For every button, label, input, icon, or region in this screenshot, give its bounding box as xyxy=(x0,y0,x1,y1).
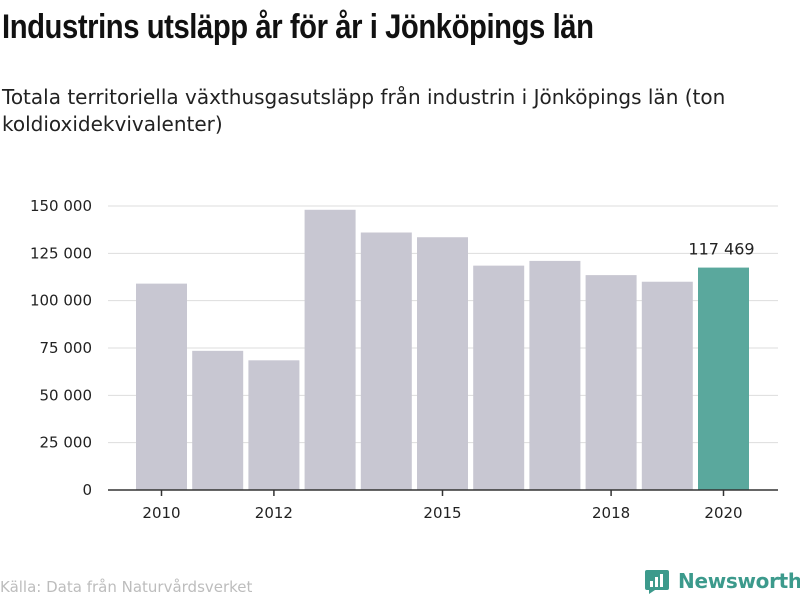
y-tick-label: 150 000 xyxy=(30,197,92,215)
data-labels: 117 469 xyxy=(688,240,754,259)
bar-2010[interactable] xyxy=(136,283,187,490)
x-tick-label: 2015 xyxy=(423,504,461,522)
y-tick-label: 75 000 xyxy=(40,339,93,357)
bar-2014[interactable] xyxy=(360,232,412,491)
bar-2013[interactable] xyxy=(304,209,356,490)
y-tick-label: 125 000 xyxy=(30,244,92,262)
bar-2020[interactable] xyxy=(698,267,749,490)
bar-2017[interactable] xyxy=(529,260,581,490)
bar-2012[interactable] xyxy=(248,360,300,490)
x-tick-label: 2020 xyxy=(704,504,742,522)
y-tick-label: 0 xyxy=(82,481,92,499)
bars xyxy=(136,209,749,491)
source-note: Källa: Data från Naturvårdsverket xyxy=(0,578,253,596)
x-tick-labels: 2010 2012 2015 2018 2020 xyxy=(142,504,742,522)
brand-name: Newsworthy xyxy=(678,569,800,593)
bar-chart-icon xyxy=(645,570,669,594)
y-tick-labels: 0 25 000 50 000 75 000 100 000 125 000 150 000 xyxy=(30,197,92,499)
y-tick-label: 50 000 xyxy=(40,386,93,404)
x-axis xyxy=(108,489,778,496)
bar-2018[interactable] xyxy=(585,275,637,490)
x-tick-label: 2010 xyxy=(142,504,180,522)
x-tick-label: 2012 xyxy=(255,504,293,522)
bar-2015[interactable] xyxy=(417,237,468,490)
y-tick-label: 100 000 xyxy=(30,292,92,310)
bar-2016[interactable] xyxy=(473,265,525,490)
bar-2011[interactable] xyxy=(192,350,244,490)
bar-2019[interactable] xyxy=(641,281,693,490)
brand-logo[interactable]: Newsworthy xyxy=(644,568,800,594)
data-label: 117 469 xyxy=(688,240,754,259)
bar-chart: 0 25 000 50 000 75 000 100 000 125 000 150 000… xyxy=(30,197,778,522)
chart-subtitle: Totala territoriella växthusgasutsläpp f… xyxy=(2,85,726,136)
x-tick-label: 2018 xyxy=(592,504,630,522)
chart-title: Industrins utsläpp år för år i Jönköping… xyxy=(2,8,594,46)
y-tick-label: 25 000 xyxy=(40,434,93,452)
